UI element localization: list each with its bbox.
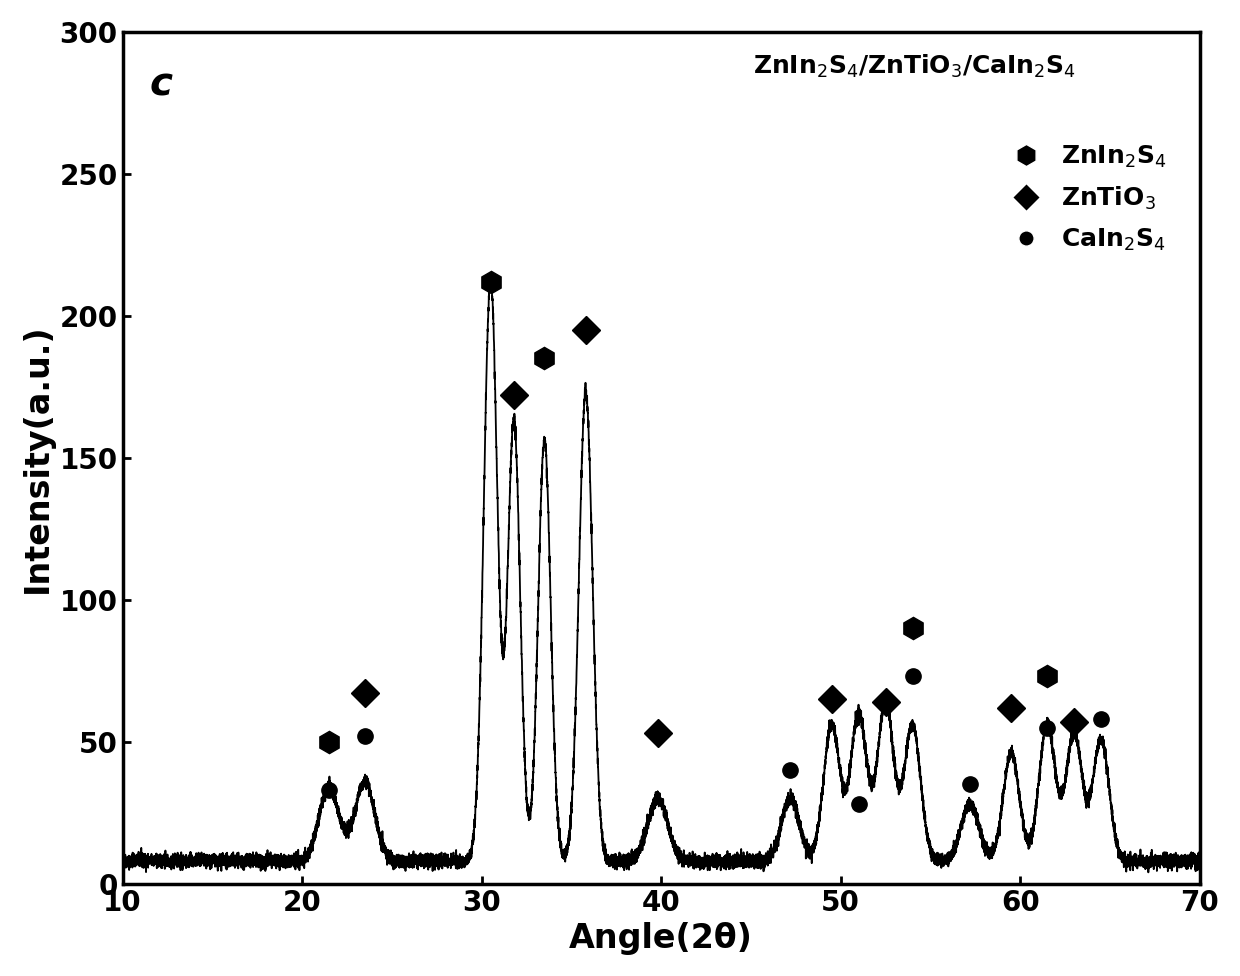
- X-axis label: Angle(2θ): Angle(2θ): [569, 922, 753, 956]
- Text: c: c: [150, 66, 172, 103]
- Legend: ZnIn$_2$S$_4$, ZnTiO$_3$, CaIn$_2$S$_4$: ZnIn$_2$S$_4$, ZnTiO$_3$, CaIn$_2$S$_4$: [991, 134, 1177, 264]
- Text: ZnIn$_2$S$_4$/ZnTiO$_3$/CaIn$_2$S$_4$: ZnIn$_2$S$_4$/ZnTiO$_3$/CaIn$_2$S$_4$: [753, 53, 1076, 80]
- Y-axis label: Intensity(a.u.): Intensity(a.u.): [21, 323, 53, 592]
